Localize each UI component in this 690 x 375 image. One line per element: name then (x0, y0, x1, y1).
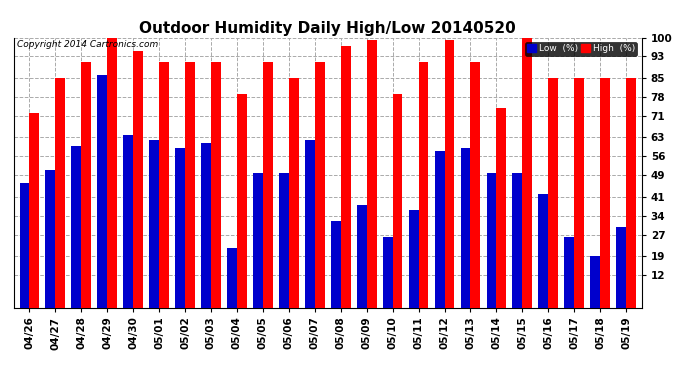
Bar (133, 51, 143, 308)
Bar (175, 148, 185, 308)
Bar (513, 172, 522, 308)
Bar (461, 148, 471, 308)
Bar (435, 151, 444, 308)
Bar (263, 62, 273, 308)
Bar (149, 140, 159, 308)
Bar (626, 78, 636, 308)
Bar (357, 205, 366, 308)
Bar (71, 146, 81, 308)
Text: Copyright 2014 Cartronics.com: Copyright 2014 Cartronics.com (17, 40, 158, 49)
Bar (383, 237, 393, 308)
Bar (253, 172, 263, 308)
Bar (237, 94, 247, 308)
Bar (19, 183, 30, 308)
Bar (201, 143, 211, 308)
Bar (315, 62, 324, 308)
Bar (591, 256, 600, 307)
Bar (549, 78, 558, 308)
Bar (97, 75, 107, 308)
Bar (600, 78, 610, 308)
Bar (408, 210, 419, 308)
Bar (305, 140, 315, 308)
Bar (393, 94, 402, 308)
Bar (55, 78, 65, 308)
Bar (486, 172, 496, 308)
Bar (124, 135, 133, 308)
Bar (81, 62, 91, 308)
Bar (289, 78, 299, 308)
Bar (471, 62, 480, 308)
Bar (211, 62, 221, 308)
Bar (30, 113, 39, 308)
Bar (574, 78, 584, 308)
Bar (279, 172, 289, 308)
Bar (107, 38, 117, 308)
Legend: Low  (%), High  (%): Low (%), High (%) (525, 42, 637, 56)
Bar (185, 62, 195, 308)
Bar (444, 40, 455, 308)
Bar (366, 40, 377, 308)
Bar (496, 108, 506, 307)
Bar (522, 38, 532, 308)
Bar (46, 170, 55, 308)
Bar (331, 221, 341, 308)
Bar (616, 226, 626, 308)
Bar (538, 194, 549, 308)
Bar (419, 62, 428, 308)
Bar (341, 46, 351, 308)
Bar (227, 248, 237, 308)
Bar (564, 237, 574, 308)
Title: Outdoor Humidity Daily High/Low 20140520: Outdoor Humidity Daily High/Low 20140520 (139, 21, 516, 36)
Bar (159, 62, 169, 308)
